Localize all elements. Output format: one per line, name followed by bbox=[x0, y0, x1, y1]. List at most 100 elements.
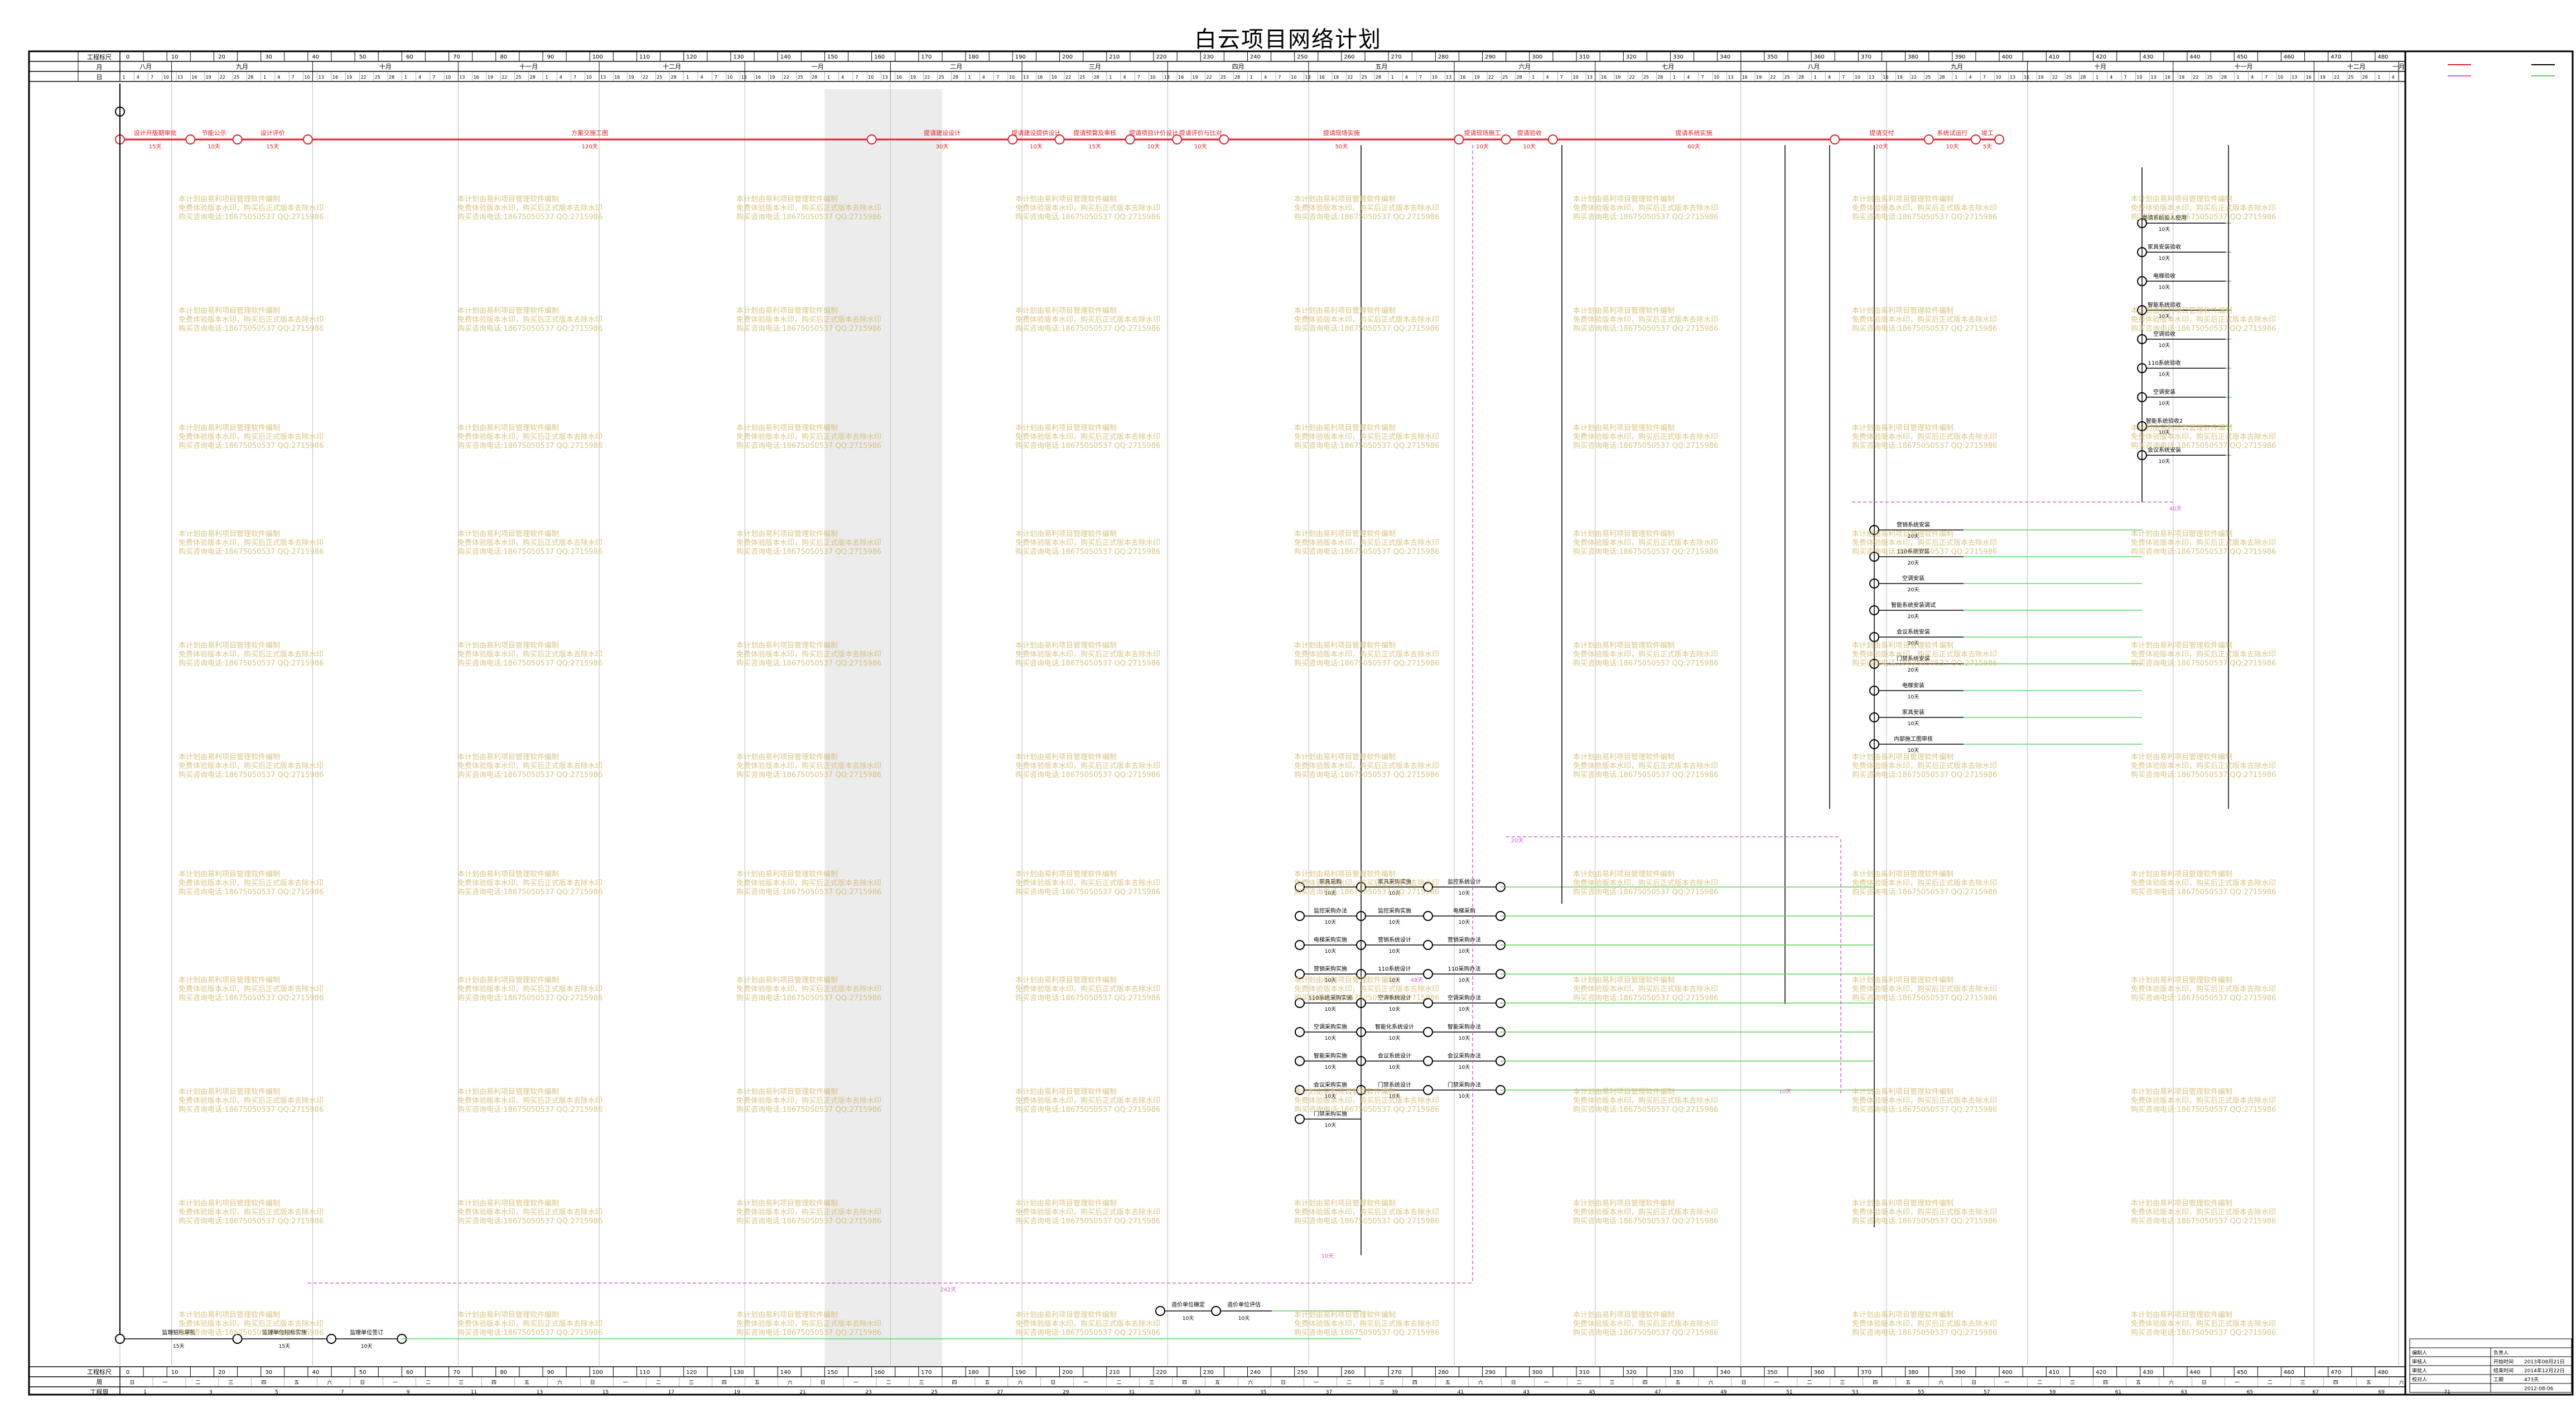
page-title: 白云项目网络计划 bbox=[1194, 27, 1382, 52]
lower-task-label: 营销系统设计 bbox=[1378, 936, 1411, 943]
watermark-line: 购买咨询电话:18675050537 QQ:2715986 bbox=[2131, 1106, 2276, 1114]
critical-task-label: 提请现场施工 bbox=[1464, 129, 1501, 137]
ruler-label: 470 bbox=[2331, 54, 2341, 60]
critical-event-node bbox=[1054, 134, 1065, 144]
lower-task-label: 空调采购实施 bbox=[1314, 1023, 1347, 1030]
day-number: 1 bbox=[2096, 75, 2099, 80]
watermark-line: 购买咨询电话:18675050537 QQ:2715986 bbox=[2131, 771, 2276, 779]
watermark-line: 购买咨询电话:18675050537 QQ:2715986 bbox=[1573, 442, 1719, 450]
day-number: 16 bbox=[755, 75, 761, 80]
day-number: 19 bbox=[629, 75, 634, 80]
watermark-line: 本计划由易利项目管理软件编制 bbox=[1852, 1311, 1954, 1319]
week-number: 47 bbox=[1654, 1390, 1661, 1395]
watermark-line: 本计划由易利项目管理软件编制 bbox=[736, 195, 838, 204]
day-number: 4 bbox=[137, 75, 139, 80]
ruler-label: 170 bbox=[921, 54, 932, 60]
ruler-label: 160 bbox=[874, 1370, 885, 1376]
watermark-line: 本计划由易利项目管理软件编制 bbox=[179, 195, 281, 204]
watermark-text: 本计划由易利项目管理软件编制 免费体验版本水印，购买后正式版本去除水印 购买咨询电话… bbox=[1573, 424, 1718, 451]
watermark-line: 本计划由易利项目管理软件编制 bbox=[736, 307, 838, 315]
critical-task-label: 系统试运行 bbox=[1937, 129, 1967, 137]
watermark-text: 本计划由易利项目管理软件编制 免费体验版本水印，购买后正式版本去除水印 购买咨询电话… bbox=[736, 424, 881, 451]
week-number: 59 bbox=[2049, 1390, 2056, 1395]
lower-task-label: 智能采购办法 bbox=[1448, 1023, 1481, 1030]
month-label: 十一月 bbox=[519, 62, 538, 70]
ruler-label: 390 bbox=[1955, 54, 1965, 60]
critical-task-duration: 60天 bbox=[1687, 144, 1700, 150]
mid-task-duration: 20天 bbox=[1908, 587, 1919, 593]
watermark-text: 本计划由易利项目管理软件编制 免费体验版本水印，购买后正式版本去除水印 购买咨询电话… bbox=[179, 976, 324, 1003]
task-node bbox=[1295, 969, 1305, 979]
ruler-label: 470 bbox=[2331, 1370, 2341, 1376]
day-number: 10 bbox=[163, 75, 169, 80]
watermark-line: 免费体验版本水印，购买后正式版本去除水印 bbox=[179, 985, 324, 994]
lower-task-duration: 10天 bbox=[1325, 949, 1336, 954]
watermark-text: 本计划由易利项目管理软件编制 免费体验版本水印，购买后正式版本去除水印 购买咨询电话… bbox=[736, 195, 881, 222]
watermark-text: 本计划由易利项目管理软件编制 免费体验版本水印，购买后正式版本去除水印 购买咨询电话… bbox=[1852, 976, 1997, 1003]
critical-task-duration: 10天 bbox=[1523, 144, 1536, 150]
weekday-label: 日 bbox=[1050, 1380, 1055, 1386]
watermark-line: 免费体验版本水印，购买后正式版本去除水印 bbox=[1015, 539, 1161, 547]
watermark-line: 本计划由易利项目管理软件编制 bbox=[1015, 530, 1117, 538]
watermark-line: 本计划由易利项目管理软件编制 bbox=[457, 642, 559, 650]
day-number: 10 bbox=[1432, 75, 1437, 80]
ruler-label: 230 bbox=[1203, 54, 1214, 60]
watermark-text: 本计划由易利项目管理软件编制 免费体验版本水印，购买后正式版本去除水印 购买咨询电话… bbox=[179, 870, 324, 897]
week-number: 53 bbox=[1852, 1390, 1858, 1395]
ruler-label: 410 bbox=[2049, 1370, 2059, 1376]
weekday-label: 四 bbox=[2103, 1380, 2108, 1386]
watermark-line: 购买咨询电话:18675050537 QQ:2715986 bbox=[736, 325, 882, 333]
watermark-line: 免费体验版本水印，购买后正式版本去除水印 bbox=[1573, 433, 1719, 441]
weekday-label: 三 bbox=[228, 1380, 233, 1386]
day-number: 25 bbox=[1361, 75, 1367, 80]
day-number: 4 bbox=[1969, 75, 1972, 80]
watermark-line: 免费体验版本水印，购买后正式版本去除水印 bbox=[1294, 316, 1440, 324]
day-number: 1 bbox=[263, 75, 266, 80]
week-number: 39 bbox=[1392, 1390, 1398, 1395]
day-number: 13 bbox=[1446, 75, 1451, 80]
day-number: 4 bbox=[1687, 75, 1690, 80]
watermark-text: 本计划由易利项目管理软件编制 免费体验版本水印，购买后正式版本去除水印 购买咨询电话… bbox=[1852, 753, 1997, 780]
right-task-duration: 10天 bbox=[2159, 227, 2170, 233]
watermark-line: 本计划由易利项目管理软件编制 bbox=[179, 1088, 281, 1096]
ruler-label: 90 bbox=[547, 1370, 554, 1376]
watermark-line: 购买咨询电话:18675050537 QQ:2715986 bbox=[1573, 888, 1719, 896]
weekday-label: 一 bbox=[162, 1380, 167, 1386]
ruler-label: 410 bbox=[2049, 54, 2059, 60]
mid-task-label: 智能系统安装调试 bbox=[1891, 601, 1936, 609]
weekday-label: 六 bbox=[2399, 1379, 2404, 1386]
critical-event-node bbox=[232, 134, 243, 144]
ruler-label: 50 bbox=[359, 54, 366, 60]
day-number: 22 bbox=[220, 75, 225, 80]
watermark-line: 免费体验版本水印，购买后正式版本去除水印 bbox=[2131, 433, 2276, 441]
watermark-line: 本计划由易利项目管理软件编制 bbox=[2131, 976, 2233, 985]
right-task-duration: 10天 bbox=[2159, 343, 2170, 349]
day-number: 16 bbox=[474, 75, 479, 80]
day-number: 1 bbox=[2237, 75, 2240, 80]
ruler-label: 120 bbox=[686, 54, 697, 60]
mid-task-duration: 20天 bbox=[1908, 641, 1919, 647]
watermark-line: 免费体验版本水印，购买后正式版本去除水印 bbox=[2131, 1097, 2276, 1105]
ruler-label: 190 bbox=[1015, 54, 1026, 60]
day-number: 13 bbox=[1164, 75, 1170, 80]
weekday-label: 二 bbox=[195, 1380, 200, 1386]
ruler-label: 450 bbox=[2237, 54, 2247, 60]
day-number: 28 bbox=[1234, 75, 1240, 80]
month-label: 五月 bbox=[1375, 63, 1387, 70]
day-number: 16 bbox=[2165, 75, 2170, 80]
bottom-task-duration: 10天 bbox=[1238, 1316, 1250, 1322]
day-number: 1 bbox=[827, 75, 830, 80]
watermark-line: 免费体验版本水印，购买后正式版本去除水印 bbox=[1852, 1097, 1998, 1105]
mid-task-label: 家具安装 bbox=[1902, 708, 1924, 716]
ruler-label: 290 bbox=[1485, 54, 1496, 60]
watermark-line: 免费体验版本水印，购买后正式版本去除水印 bbox=[736, 650, 882, 659]
task-node bbox=[1295, 1085, 1305, 1095]
title-block-cell: 2012-08-06 bbox=[2524, 1386, 2554, 1392]
float-label: 20天 bbox=[1511, 838, 1524, 844]
watermark-text: 本计划由易利项目管理软件编制 免费体验版本水印，购买后正式版本去除水印 购买咨询电话… bbox=[1852, 870, 1997, 897]
right-task-label: 110系统验收 bbox=[2148, 359, 2181, 367]
day-number: 25 bbox=[515, 75, 521, 80]
watermark-line: 购买咨询电话:18675050537 QQ:2715986 bbox=[2131, 994, 2276, 1002]
ruler-label: 0 bbox=[126, 1370, 129, 1376]
watermark-line: 本计划由易利项目管理软件编制 bbox=[1015, 642, 1117, 650]
